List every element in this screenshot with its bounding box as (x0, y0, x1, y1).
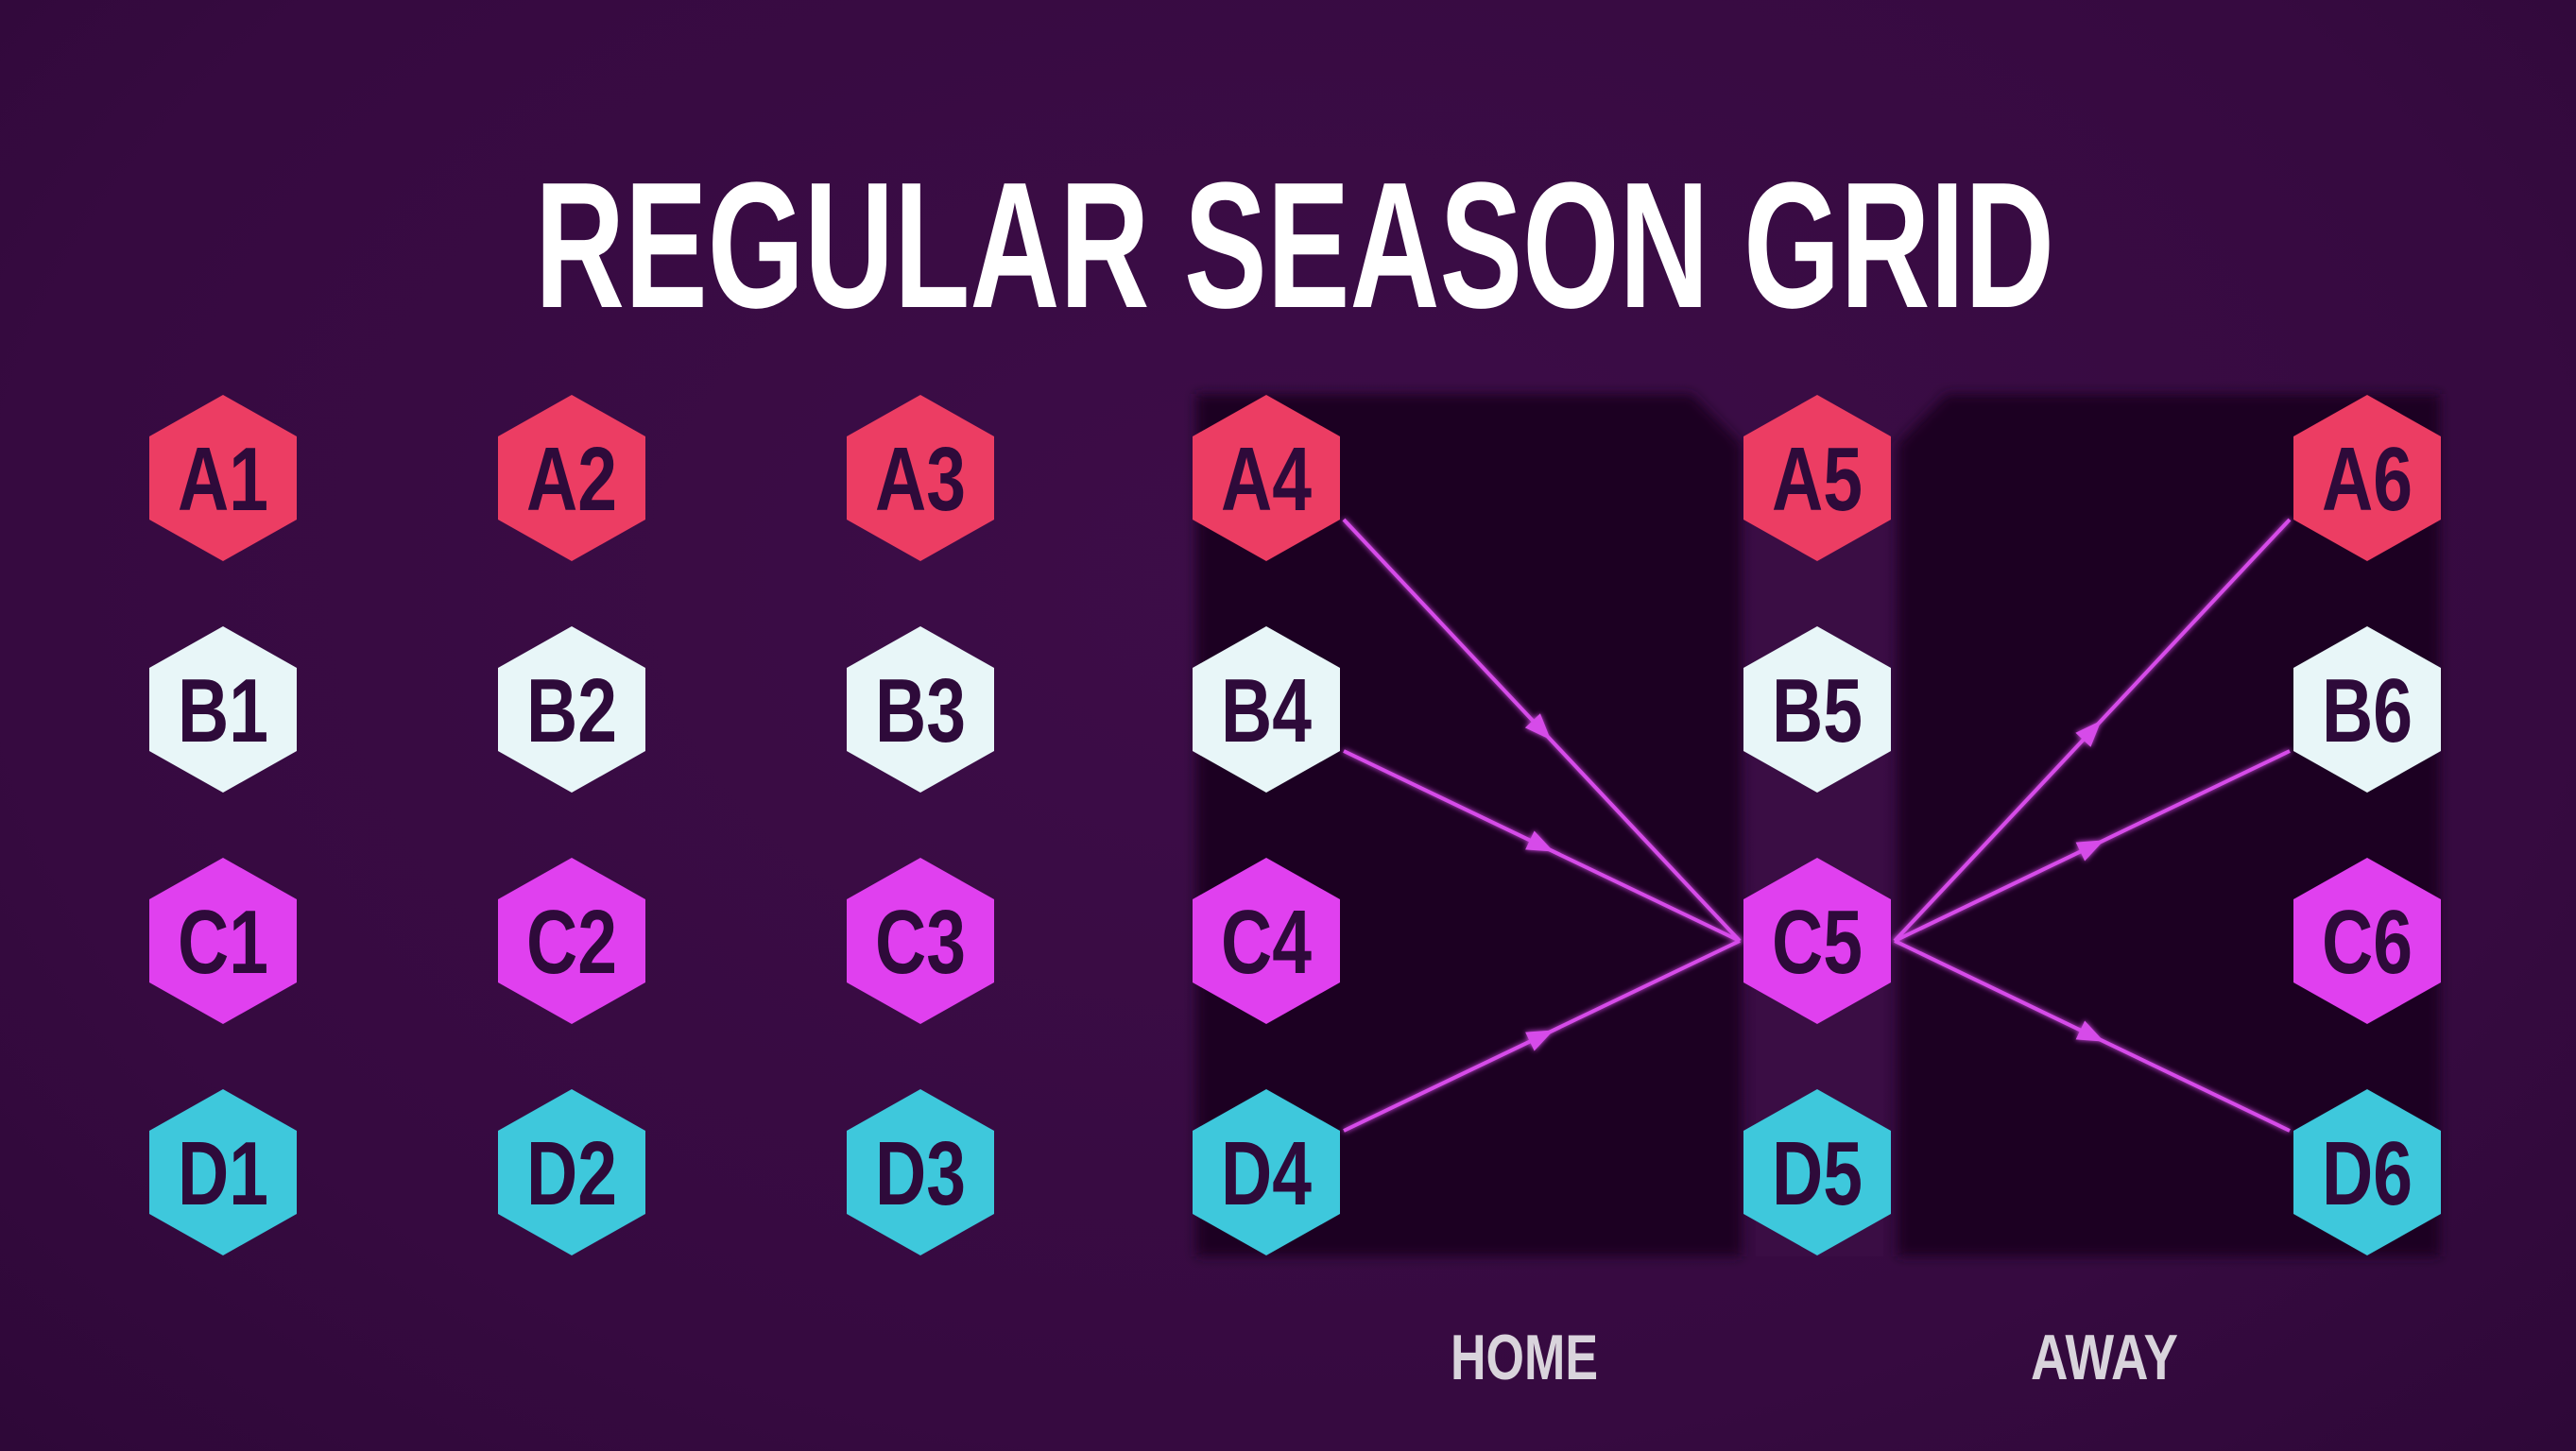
hex-label: D6 (2322, 1123, 2413, 1224)
hex-label: A6 (2322, 429, 2413, 530)
hex-a1: A1 (149, 395, 297, 561)
hexagon-shape (498, 395, 645, 561)
hex-label: D3 (875, 1123, 966, 1224)
arrow-b4-to-c5 (1343, 749, 1741, 943)
hexagon-shape (2293, 1089, 2441, 1255)
home-label: HOME (1451, 1322, 1598, 1393)
hex-label: B5 (1772, 660, 1863, 761)
page-title: REGULAR SEASON GRID (535, 145, 2054, 346)
hexagon-shape (498, 1089, 645, 1255)
hex-c6: C6 (2293, 858, 2441, 1024)
hexagon-shape (1743, 858, 1891, 1024)
hex-label: B3 (875, 660, 966, 761)
hex-b6: B6 (2293, 626, 2441, 793)
hex-label: B4 (1221, 660, 1312, 761)
away-panel (1898, 394, 2440, 1256)
hex-d1: D1 (149, 1089, 297, 1255)
hex-label: D2 (526, 1123, 617, 1224)
hex-label: D4 (1221, 1123, 1312, 1224)
hex-label: A5 (1772, 429, 1863, 530)
hex-a6: A6 (2293, 395, 2441, 561)
hexagon-shape (149, 858, 297, 1024)
hex-label: B1 (178, 660, 268, 761)
arrow-a4-to-c5 (1342, 518, 1742, 943)
away-label: AWAY (2031, 1322, 2178, 1393)
hex-c2: C2 (498, 858, 645, 1024)
hex-b2: B2 (498, 626, 645, 793)
hex-c5: C5 (1743, 858, 1891, 1024)
hex-label: C3 (875, 892, 966, 993)
hex-label: C5 (1772, 892, 1863, 993)
hexagon-shape (149, 395, 297, 561)
hex-label: C4 (1221, 892, 1312, 993)
arrow-c5-to-b6 (1894, 749, 2291, 943)
hexagon-shape (1743, 626, 1891, 793)
hexagon-shape (498, 626, 645, 793)
hex-label: A4 (1221, 429, 1312, 530)
hex-d6: D6 (2293, 1089, 2441, 1255)
hexagon-shape (149, 626, 297, 793)
hex-label: D5 (1772, 1123, 1863, 1224)
hex-b4: B4 (1193, 626, 1340, 793)
hexagon-shape (847, 1089, 994, 1255)
hex-label: A3 (875, 429, 966, 530)
hex-label: A2 (526, 429, 617, 530)
hexagon-shape (1743, 1089, 1891, 1255)
arrowhead-icon (2075, 720, 2102, 747)
hex-grid: A1 A2 A3 A4 A5 A6 B1 B2 B3 B4 B5 B6 C1 C2 C3 C4 C5 C6 D1 D2… (149, 395, 2441, 1255)
hex-label: C1 (178, 892, 268, 993)
hexagon-shape (1743, 395, 1891, 561)
hexagon-shape (1193, 1089, 1340, 1255)
hex-a5: A5 (1743, 395, 1891, 561)
home-panel (1196, 394, 1742, 1256)
arrowhead-icon (1525, 830, 1554, 852)
hexagon-shape (1193, 626, 1340, 793)
arrow-group (1342, 518, 2292, 1133)
hex-a2: A2 (498, 395, 645, 561)
hexagon-shape (847, 395, 994, 561)
hex-label: C2 (526, 892, 617, 993)
hex-d3: D3 (847, 1089, 994, 1255)
hexagon-shape (498, 858, 645, 1024)
hex-d2: D2 (498, 1089, 645, 1255)
arrowhead-icon (2075, 1020, 2104, 1042)
hexagon-shape (2293, 395, 2441, 561)
arrowhead-icon (1524, 713, 1552, 741)
hex-d5: D5 (1743, 1089, 1891, 1255)
hex-d4: D4 (1193, 1089, 1340, 1255)
arrow-c5-to-a6 (1893, 518, 2292, 943)
hex-label: B2 (526, 660, 617, 761)
hex-c4: C4 (1193, 858, 1340, 1024)
hex-label: B6 (2322, 660, 2413, 761)
arrowhead-icon (1525, 1030, 1554, 1051)
arrow-c5-to-d6 (1894, 939, 2291, 1133)
hexagon-shape (2293, 858, 2441, 1024)
hexagon-shape (847, 626, 994, 793)
hexagon-shape (1193, 395, 1340, 561)
hex-label: A1 (178, 429, 268, 530)
hexagon-shape (1193, 858, 1340, 1024)
hexagon-shape (149, 1089, 297, 1255)
hex-a4: A4 (1193, 395, 1340, 561)
hexagon-shape (2293, 626, 2441, 793)
hex-label: D1 (178, 1123, 268, 1224)
hex-c3: C3 (847, 858, 994, 1024)
hex-b1: B1 (149, 626, 297, 793)
hex-b3: B3 (847, 626, 994, 793)
hex-b5: B5 (1743, 626, 1891, 793)
arrowhead-icon (2075, 840, 2104, 862)
hexagon-shape (847, 858, 994, 1024)
hex-label: C6 (2322, 892, 2413, 993)
hex-c1: C1 (149, 858, 297, 1024)
arrow-d4-to-c5 (1343, 939, 1741, 1133)
hex-a3: A3 (847, 395, 994, 561)
